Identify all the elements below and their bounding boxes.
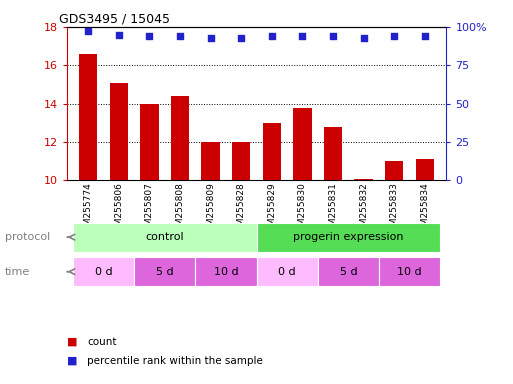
Bar xyxy=(416,159,434,372)
Text: control: control xyxy=(145,232,184,242)
Bar xyxy=(195,257,256,286)
Point xyxy=(206,35,214,41)
Bar xyxy=(385,161,403,372)
Bar xyxy=(318,257,379,286)
Bar xyxy=(293,108,311,372)
Bar xyxy=(79,54,97,372)
Text: 10 d: 10 d xyxy=(213,266,238,277)
Bar xyxy=(134,257,195,286)
Bar xyxy=(171,96,189,372)
Point xyxy=(390,33,399,39)
Point xyxy=(145,33,153,39)
Text: 0 d: 0 d xyxy=(278,266,296,277)
Bar xyxy=(256,223,440,252)
Text: ■: ■ xyxy=(67,356,77,366)
Text: percentile rank within the sample: percentile rank within the sample xyxy=(87,356,263,366)
Point xyxy=(360,35,368,41)
Text: 5 d: 5 d xyxy=(156,266,173,277)
Text: GDS3495 / 15045: GDS3495 / 15045 xyxy=(59,13,170,26)
Text: ■: ■ xyxy=(67,337,77,347)
Bar xyxy=(354,179,373,372)
Bar xyxy=(324,127,342,372)
Text: protocol: protocol xyxy=(5,232,50,242)
Point xyxy=(329,33,337,39)
Point xyxy=(84,28,92,35)
Text: count: count xyxy=(87,337,117,347)
Bar xyxy=(202,142,220,372)
Bar xyxy=(256,257,318,286)
Text: time: time xyxy=(5,266,30,277)
Bar xyxy=(73,223,256,252)
Point xyxy=(421,33,429,39)
Text: 10 d: 10 d xyxy=(397,266,422,277)
Bar xyxy=(73,257,134,286)
Bar xyxy=(263,123,281,372)
Point xyxy=(237,35,245,41)
Bar xyxy=(140,104,159,372)
Bar xyxy=(110,83,128,372)
Point xyxy=(176,33,184,39)
Text: 0 d: 0 d xyxy=(94,266,112,277)
Bar xyxy=(379,257,440,286)
Point xyxy=(299,33,307,39)
Bar xyxy=(232,142,250,372)
Text: progerin expression: progerin expression xyxy=(293,232,404,242)
Point xyxy=(114,31,123,38)
Text: 5 d: 5 d xyxy=(340,266,357,277)
Point xyxy=(268,33,276,39)
